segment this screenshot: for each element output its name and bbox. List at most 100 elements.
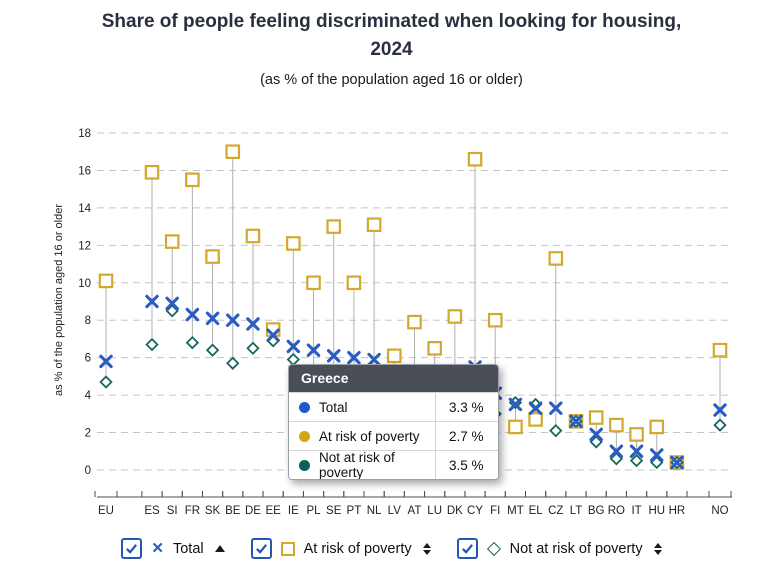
marker-total-IT[interactable] <box>629 444 644 459</box>
legend-item-at-risk[interactable]: At risk of poverty <box>250 538 431 559</box>
marker-total-RO[interactable] <box>609 444 624 459</box>
x-tick-label-NL[interactable]: NL <box>367 505 382 517</box>
legend-item-not-at-risk[interactable]: Not at risk of poverty <box>456 538 662 559</box>
marker-at-risk-SI[interactable] <box>164 234 180 249</box>
marker-at-risk-LV[interactable] <box>386 348 402 364</box>
x-tick-label-AT[interactable]: AT <box>408 505 422 517</box>
marker-at-risk-SK[interactable] <box>205 249 220 264</box>
x-tick-label-EL[interactable]: EL <box>529 505 544 517</box>
marker-total-ES[interactable] <box>145 294 159 309</box>
x-tick-label-PT[interactable]: PT <box>347 505 362 517</box>
marker-at-risk-IT[interactable] <box>629 427 644 442</box>
x-tick-label-IT[interactable]: IT <box>631 505 641 517</box>
marker-not-at-risk-ES[interactable] <box>145 337 159 352</box>
x-tick-label-BG[interactable]: BG <box>588 505 605 517</box>
marker-not-at-risk-IT[interactable] <box>629 453 644 468</box>
not-at-risk-checkbox[interactable] <box>456 538 478 559</box>
marker-total-PL[interactable] <box>306 343 321 357</box>
x-tick-label-HU[interactable]: HU <box>648 505 665 517</box>
legend-label-at-risk: At risk of poverty <box>303 540 412 557</box>
marker-total-MT[interactable] <box>508 397 523 412</box>
marker-at-risk-CY[interactable] <box>467 151 483 167</box>
x-tick-label-LT[interactable]: LT <box>570 505 583 517</box>
marker-at-risk-FR[interactable] <box>185 172 200 188</box>
marker-at-risk-SE[interactable] <box>326 219 342 234</box>
marker-not-at-risk-BE[interactable] <box>226 356 240 370</box>
marker-total-FR[interactable] <box>185 307 200 322</box>
marker-at-risk-FI[interactable] <box>487 312 503 328</box>
x-tick-label-BE[interactable]: BE <box>225 505 241 517</box>
x-tick-label-CZ[interactable]: CZ <box>548 505 563 517</box>
marker-total-SI[interactable] <box>165 296 179 311</box>
x-tick-label-EU[interactable]: EU <box>98 505 114 517</box>
marker-at-risk-DE[interactable] <box>245 228 261 244</box>
marker-total-IE[interactable] <box>286 339 301 354</box>
marker-total-DE[interactable] <box>246 317 260 331</box>
x-tick-label-SK[interactable]: SK <box>205 505 221 517</box>
x-tick-label-CY[interactable]: CY <box>467 505 483 517</box>
total-checkbox[interactable] <box>121 538 143 559</box>
marker-at-risk-BG[interactable] <box>588 410 604 425</box>
tooltip-label-total: Total <box>319 399 348 415</box>
marker-total-HR[interactable] <box>670 455 684 470</box>
marker-not-at-risk-DE[interactable] <box>246 341 260 355</box>
marker-total-BE[interactable] <box>226 313 240 327</box>
x-tick-label-ES[interactable]: ES <box>144 505 160 517</box>
marker-at-risk-AT[interactable] <box>407 314 422 330</box>
x-tick-label-LV[interactable]: LV <box>388 505 402 517</box>
marker-total-LT[interactable] <box>569 414 583 429</box>
not-at-risk-diamond-marker-icon <box>486 541 501 556</box>
marker-total-BG[interactable] <box>589 427 603 442</box>
marker-at-risk-ES[interactable] <box>144 165 160 180</box>
marker-at-risk-EL[interactable] <box>528 412 543 427</box>
x-tick-label-RO[interactable]: RO <box>608 505 625 517</box>
marker-not-at-risk-CZ[interactable] <box>549 424 563 438</box>
x-tick-label-SI[interactable]: SI <box>167 505 178 517</box>
marker-at-risk-NO[interactable] <box>712 342 728 358</box>
marker-at-risk-IE[interactable] <box>286 236 301 251</box>
x-tick-label-FI[interactable]: FI <box>490 505 500 517</box>
x-tick-label-HR[interactable]: HR <box>669 505 686 517</box>
x-tick-label-NO[interactable]: NO <box>711 505 728 517</box>
sort-not-at-risk-both-icon[interactable] <box>653 542 662 555</box>
marker-total-NL[interactable] <box>367 352 381 367</box>
marker-not-at-risk-NO[interactable] <box>713 418 727 432</box>
marker-total-EL[interactable] <box>528 401 543 415</box>
x-tick-label-IE[interactable]: IE <box>288 505 299 517</box>
marker-not-at-risk-FR[interactable] <box>185 336 200 350</box>
marker-at-risk-MT[interactable] <box>508 419 523 435</box>
marker-at-risk-DK[interactable] <box>447 309 463 324</box>
marker-not-at-risk-SK[interactable] <box>205 343 220 357</box>
marker-total-PT[interactable] <box>347 350 361 365</box>
marker-at-risk-NL[interactable] <box>366 217 382 233</box>
marker-at-risk-LU[interactable] <box>427 341 442 356</box>
marker-at-risk-PL[interactable] <box>306 275 321 291</box>
legend-item-total[interactable]: ✕ Total <box>121 538 225 559</box>
marker-total-CZ[interactable] <box>549 401 563 415</box>
x-tick-label-DE[interactable]: DE <box>245 505 261 517</box>
x-tick-label-FR[interactable]: FR <box>185 505 200 517</box>
marker-at-risk-EU[interactable] <box>98 273 114 289</box>
marker-total-EU[interactable] <box>99 354 113 369</box>
marker-total-HU[interactable] <box>650 448 664 462</box>
marker-total-NO[interactable] <box>713 403 727 417</box>
marker-at-risk-CZ[interactable] <box>548 251 564 266</box>
x-tick-label-EE[interactable]: EE <box>265 505 281 517</box>
marker-at-risk-HU[interactable] <box>649 419 665 435</box>
marker-total-SE[interactable] <box>326 349 341 363</box>
sort-total-ascending-icon[interactable] <box>214 545 225 552</box>
marker-at-risk-RO[interactable] <box>609 417 624 433</box>
x-tick-label-MT[interactable]: MT <box>507 505 524 517</box>
marker-at-risk-BE[interactable] <box>225 144 241 160</box>
x-tick-label-SE[interactable]: SE <box>326 505 342 517</box>
at-risk-checkbox[interactable] <box>250 538 272 559</box>
x-tick-label-DK[interactable]: DK <box>447 505 463 517</box>
marker-total-SK[interactable] <box>205 311 220 326</box>
tooltip-label-not-at-risk: Not at risk of poverty <box>319 450 395 480</box>
marker-not-at-risk-EU[interactable] <box>99 375 113 389</box>
x-tick-label-LU[interactable]: LU <box>427 505 442 517</box>
x-tick-label-PL[interactable]: PL <box>306 505 321 517</box>
marker-at-risk-PT[interactable] <box>346 275 362 291</box>
marker-total-EE[interactable] <box>266 328 280 342</box>
sort-at-risk-both-icon[interactable] <box>422 542 431 555</box>
